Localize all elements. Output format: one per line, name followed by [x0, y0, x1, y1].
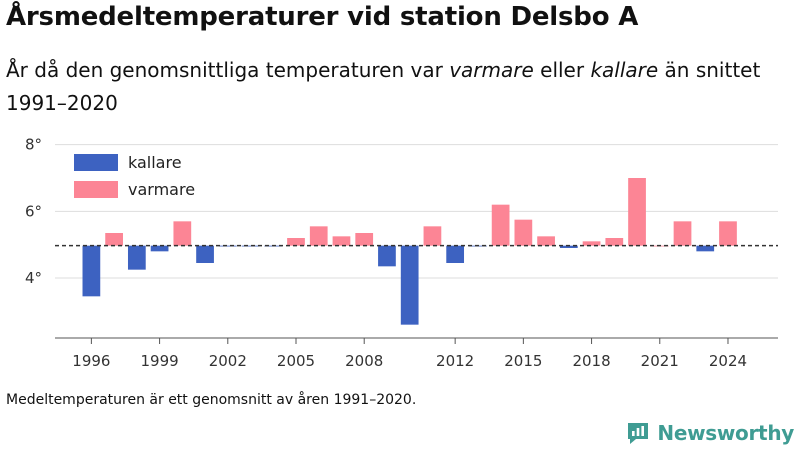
x-tick-label: 1996 — [72, 352, 110, 370]
chart-title: Årsmedeltemperaturer vid station Delsbo … — [6, 2, 639, 32]
bar-2014 — [491, 204, 510, 246]
subtitle-part1: År då den genomsnittliga temperaturen va… — [6, 58, 450, 82]
subtitle-warmer: varmare — [449, 58, 534, 82]
bar-2022 — [673, 221, 692, 246]
bar-2005 — [287, 238, 305, 246]
y-tick-label: 8° — [25, 136, 42, 154]
x-tick-label: 2005 — [277, 352, 315, 370]
y-tick-label: 4° — [25, 269, 42, 287]
bar-2002 — [218, 245, 237, 247]
bar-2009 — [378, 245, 396, 267]
legend: kallare varmare — [74, 153, 195, 199]
legend-swatch-warmer — [74, 181, 118, 198]
x-tick-label: 1999 — [140, 352, 178, 370]
newsworthy-logo-icon — [628, 423, 649, 444]
footnote: Medeltemperaturen är ett genomsnitt av å… — [6, 392, 417, 408]
bar-2003 — [241, 245, 260, 247]
brand-name: Newsworthy — [657, 421, 794, 445]
x-tick-label: 2012 — [436, 352, 474, 370]
legend-label-warmer: varmare — [128, 180, 195, 199]
bar-2000 — [173, 221, 192, 246]
legend-label-colder: kallare — [128, 153, 182, 172]
legend-swatch-colder — [74, 154, 118, 171]
axes: 4° 6° 8° 1996 1999 2002 2005 2008 2012 2015 2018 20… — [25, 136, 778, 370]
bar-2008 — [355, 233, 374, 246]
x-tick-label: 2024 — [709, 352, 747, 370]
bar-1997 — [105, 233, 123, 246]
bar-2010 — [400, 245, 419, 325]
bar-2015 — [514, 219, 533, 246]
brand: Newsworthy — [625, 420, 794, 446]
bar-2020 — [628, 178, 646, 246]
subtitle-part3: än snittet 1991–2020 — [6, 58, 761, 115]
x-tick-label: 2021 — [641, 352, 679, 370]
subtitle-colder: kallare — [590, 58, 659, 82]
x-tick-label: 2008 — [345, 352, 383, 370]
x-tick-label: 2015 — [504, 352, 542, 370]
subtitle-part2: eller — [533, 58, 591, 82]
bar-2024 — [719, 221, 737, 246]
bar-1996 — [82, 245, 101, 297]
bar-2016 — [537, 236, 555, 246]
bar-1999 — [150, 245, 169, 252]
chart-subtitle: År då den genomsnittliga temperaturen va… — [6, 54, 786, 120]
bar-2018 — [582, 241, 601, 246]
bars — [82, 178, 737, 325]
y-tick-label: 6° — [25, 202, 42, 220]
x-tick-label: 2018 — [572, 352, 610, 370]
bar-2023 — [696, 245, 715, 252]
bar-2007 — [332, 236, 351, 246]
bar-2001 — [196, 245, 214, 263]
bar-2006 — [309, 226, 328, 246]
bar-2017 — [559, 245, 578, 248]
bar-1998 — [127, 245, 146, 270]
bar-2011 — [423, 226, 442, 246]
x-tick-label: 2002 — [209, 352, 247, 370]
bar-2019 — [605, 238, 624, 246]
bar-2012 — [446, 245, 465, 263]
